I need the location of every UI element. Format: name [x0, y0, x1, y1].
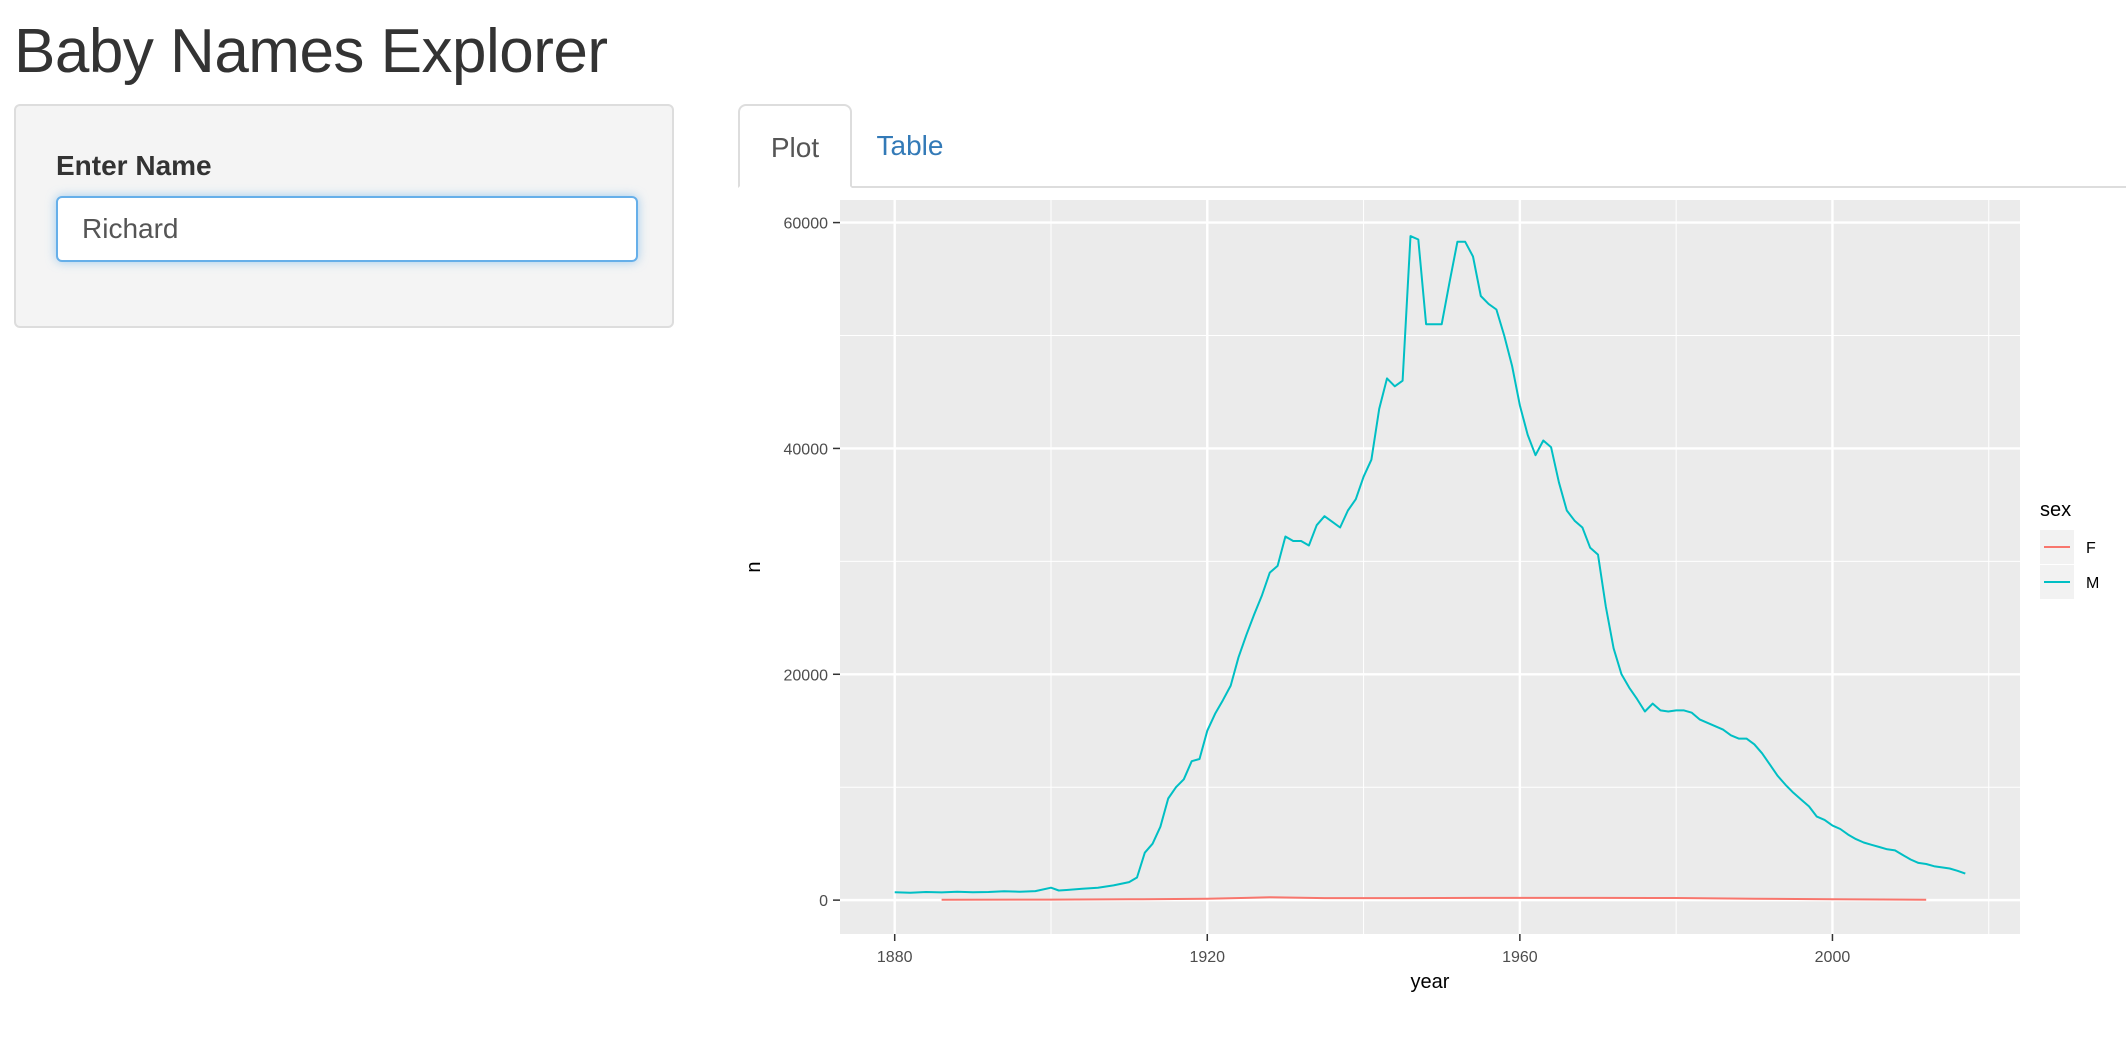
- legend-label-f: F: [2086, 540, 2096, 557]
- x-tick-label: 1960: [1502, 949, 1538, 966]
- x-tick-label: 2000: [1815, 949, 1851, 966]
- y-tick-label: 20000: [784, 667, 829, 684]
- tab-table[interactable]: Table: [876, 130, 944, 161]
- y-tick-label: 60000: [784, 216, 829, 233]
- legend-title: sex: [2040, 499, 2071, 521]
- tabs-divider: [738, 186, 2126, 188]
- y-tick-label: 40000: [784, 441, 829, 458]
- x-tick-label: 1880: [877, 949, 913, 966]
- y-tick-label: 0: [819, 893, 828, 910]
- plot-output: 1880 1920 1960 2000 0 20000 40000 60000 year n sex…: [740, 188, 2126, 1008]
- y-axis-title: n: [743, 561, 765, 572]
- sidebar-panel: Enter Name: [14, 104, 674, 328]
- tabset: Plot Table: [738, 104, 2126, 188]
- line-chart: 1880 1920 1960 20000200004000060000yearnsex…: [743, 200, 2099, 993]
- name-input[interactable]: [56, 196, 638, 262]
- tab-plot[interactable]: Plot: [738, 104, 852, 188]
- x-axis-title: year: [1411, 971, 1450, 993]
- legend-label-m: M: [2086, 575, 2099, 592]
- series-line-f: [941, 896, 1927, 901]
- x-tick-label: 1920: [1189, 949, 1225, 966]
- series-line-m: [894, 235, 1966, 894]
- app-title: Baby Names Explorer: [14, 17, 608, 86]
- plot-panel: [840, 200, 2020, 934]
- enter-name-label: Enter Name: [56, 150, 212, 181]
